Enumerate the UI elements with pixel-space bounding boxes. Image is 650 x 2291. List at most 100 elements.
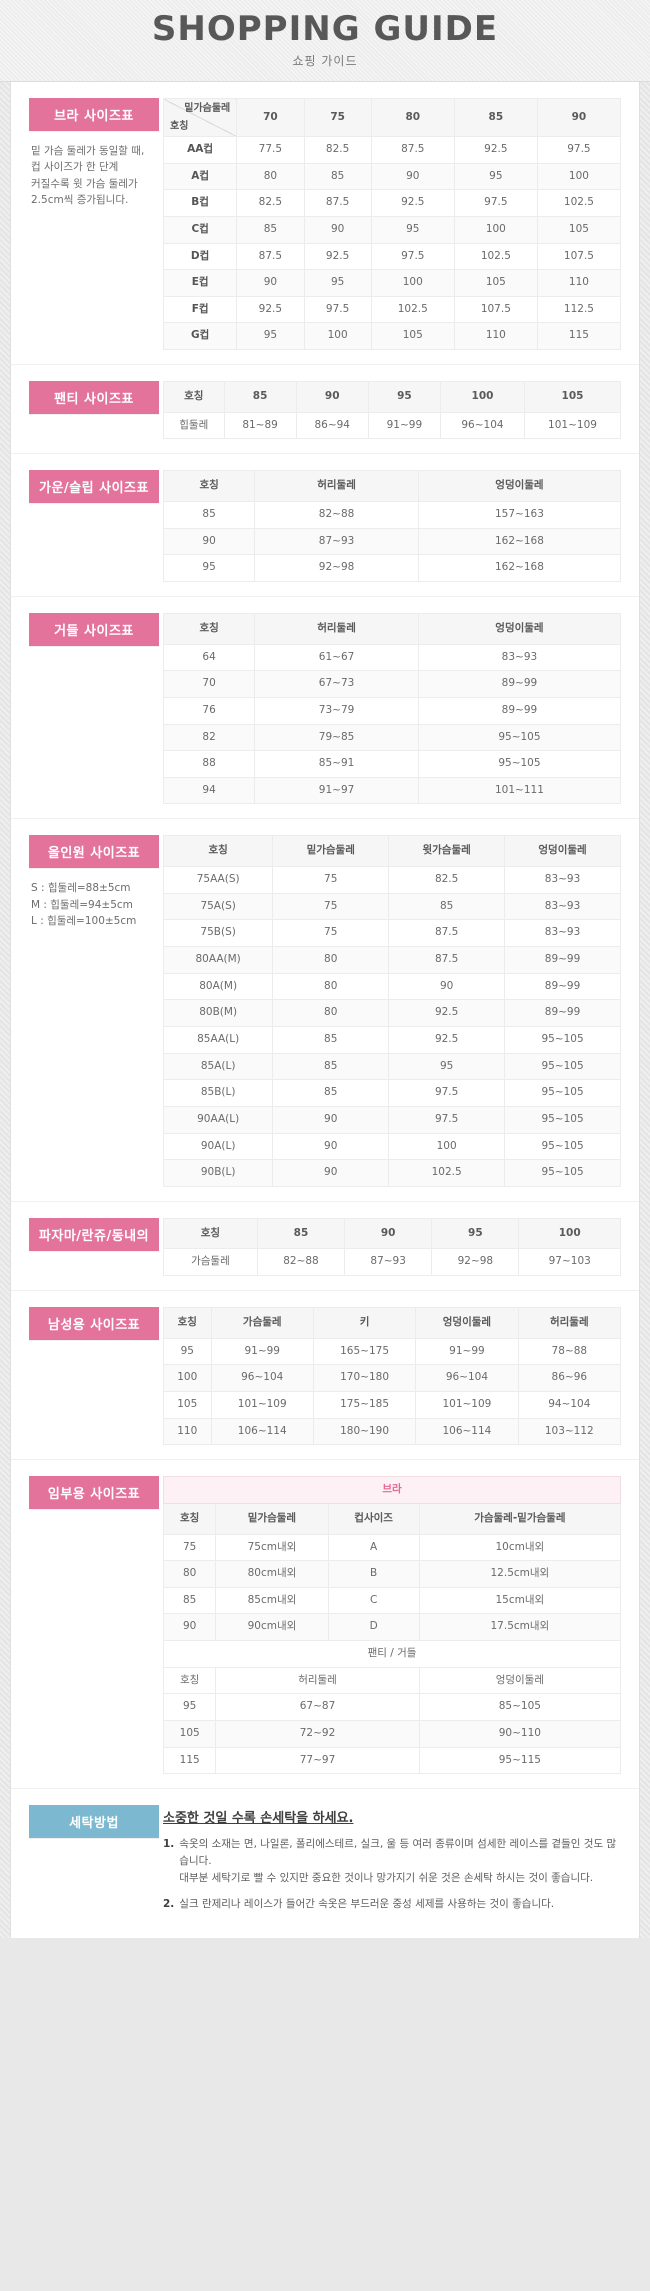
wash-line: 속옷의 소재는 면, 나일론, 폴리에스테르, 실크, 울 등 여러 종류이며 … [179, 1838, 617, 1868]
table-row: 75A(S) 75 85 83~93 [162, 892, 621, 921]
section-tag-allinone: 올인원 사이즈표 [29, 835, 159, 869]
cell: 80B(M) [162, 999, 274, 1027]
col-header: 95 [431, 1217, 520, 1250]
cell: 77.5 [236, 136, 305, 164]
bra-sidebar: 브라 사이즈표 밑 가슴 둘레가 동일할 때, 컵 사이즈가 한 단계 커질수록… [11, 98, 159, 350]
table-row: 90 90cm내외 D 17.5cm내외 [162, 1613, 622, 1642]
section-tag-wash: 세탁방법 [29, 1805, 159, 1839]
section-tag-panty: 팬티 사이즈표 [29, 381, 159, 415]
cell: 105 [370, 322, 455, 351]
col-header: 90 [295, 381, 369, 413]
cell: 180~190 [312, 1417, 417, 1446]
table-row: 85 85cm내외 C 15cm내외 [162, 1586, 622, 1615]
cell: 80 [162, 1560, 217, 1588]
gown-sidebar: 가운/슬립 사이즈표 [11, 470, 159, 582]
cell: 97.5 [453, 189, 538, 217]
cell: 83~93 [504, 919, 621, 948]
cell: 85~105 [418, 1693, 622, 1722]
col-header: 100 [518, 1217, 621, 1250]
cell: 89~99 [504, 999, 621, 1027]
cell: 94~104 [517, 1390, 622, 1419]
corner-header-bottom: 호칭 [170, 121, 189, 132]
maternity-table-wrap: 브라 호칭 밑가슴둘레 컵사이즈 가슴둘레-밑가슴둘레 75 75cm내외 [159, 1476, 639, 1775]
cell: 85 [272, 1025, 390, 1054]
wash-item: 2. 실크 란제리나 레이스가 들어간 속옷은 부드러운 중성 세제를 사용하는… [163, 1896, 621, 1913]
cell: 102.5 [453, 242, 538, 271]
col-header: 90 [536, 98, 622, 137]
table-header-row: 호칭 밑가슴둘레 컵사이즈 가슴둘레-밑가슴둘레 [162, 1502, 622, 1535]
cell: 80AA(M) [162, 946, 274, 974]
cell: 102.5 [388, 1159, 506, 1187]
mens-size-table: 호칭 가슴둘레 키 엉덩이둘레 허리둘레 95 91~99 165~175 91 [163, 1307, 622, 1446]
section-panty: 팬티 사이즈표 호칭 85 90 95 100 105 [11, 364, 639, 453]
cell: 95~105 [504, 1159, 621, 1187]
panty-table-wrap: 호칭 85 90 95 100 105 힙둘레 81~89 86~94 [159, 381, 639, 440]
col-header: 허리둘레 [254, 470, 419, 503]
cell: 100 [453, 215, 538, 244]
bra-note-line: 컵 사이즈가 한 단계 [31, 161, 119, 174]
cell: 105 [536, 215, 622, 244]
cell: 90B(L) [162, 1159, 274, 1187]
cell: 90 [370, 162, 455, 191]
gown-size-table: 호칭 허리둘레 엉덩이둘레 85 82~88 157~163 90 [162, 470, 622, 582]
table-row: AA컵 77.5 82.5 87.5 92.5 97.5 [162, 136, 622, 164]
section-bra: 브라 사이즈표 밑 가슴 둘레가 동일할 때, 컵 사이즈가 한 단계 커질수록… [11, 82, 639, 364]
cell: 92.5 [388, 1025, 506, 1054]
row-label: B컵 [162, 189, 238, 217]
table-row: 75B(S) 75 87.5 83~93 [162, 919, 621, 948]
cell: 85 [236, 215, 305, 244]
cell: 85AA(L) [162, 1025, 274, 1054]
cell: 95~105 [504, 1132, 621, 1161]
table-row: 75AA(S) 75 82.5 83~93 [162, 866, 621, 894]
table-row: 75 75cm내외 A 10cm내외 [162, 1533, 622, 1562]
table-row: E컵 90 95 100 105 110 [162, 269, 622, 297]
right-edge-texture [640, 82, 650, 1938]
allinone-note-line: L : 힙둘레=100±5cm [31, 914, 137, 927]
table-row: 76 73~79 89~99 [162, 696, 622, 725]
cell: 87~93 [344, 1248, 433, 1277]
cell: 67~87 [215, 1693, 420, 1722]
cell: 85 [388, 892, 506, 921]
cell: 92~98 [254, 554, 419, 582]
table-row: 100 96~104 170~180 96~104 86~96 [163, 1364, 622, 1392]
cell: 95 [370, 215, 455, 244]
cell: 97~103 [518, 1248, 621, 1277]
col-header: 75 [303, 98, 372, 137]
cell: 80A(M) [162, 972, 274, 1001]
cell: 95~105 [417, 723, 622, 752]
group-caption-row: 팬티 / 거들 [163, 1640, 621, 1668]
allinone-note-line: S : 힙둘레=88±5cm [31, 882, 131, 895]
cell: 15cm내외 [418, 1586, 622, 1615]
table-header-row: 밑가슴둘레 호칭 70 75 80 85 90 [162, 98, 622, 137]
cell: 96~104 [439, 411, 526, 440]
cell: 89~99 [504, 972, 621, 1001]
col-header: 엉덩이둘레 [415, 1307, 519, 1339]
cell: 103~112 [517, 1417, 622, 1446]
cell: 96~104 [210, 1364, 314, 1392]
cell: 95 [162, 554, 256, 582]
cell: 110 [536, 269, 622, 297]
cell: 75 [162, 1533, 217, 1562]
cell: 75 [272, 919, 390, 948]
cell: 95~115 [418, 1746, 622, 1775]
col-header: 허리둘레 [517, 1307, 622, 1339]
section-girdle: 거들 사이즈표 호칭 허리둘레 엉덩이둘레 64 61~67 [11, 595, 639, 818]
section-tag-bra: 브라 사이즈표 [29, 98, 159, 131]
cell: 87~93 [254, 527, 419, 556]
bra-table-wrap: 밑가슴둘레 호칭 70 75 80 85 90 AA컵 [159, 98, 639, 351]
cell: 79~85 [254, 723, 419, 752]
row-label: A컵 [162, 162, 238, 191]
cell: 110 [453, 322, 538, 351]
section-mens: 남성용 사이즈표 호칭 가슴둘레 키 엉덩이둘레 허리둘레 [11, 1290, 639, 1459]
table-row: 80AA(M) 80 87.5 89~99 [162, 946, 621, 974]
cell: 80 [272, 972, 390, 1001]
wash-sidebar: 세탁방법 [11, 1805, 159, 1921]
table-row: 가슴둘레 82~88 87~93 92~98 97~103 [163, 1248, 621, 1277]
wash-content: 소중한 것일 수록 손세탁을 하세요. 1. 속옷의 소재는 면, 나일론, 폴… [159, 1805, 639, 1921]
section-tag-mens: 남성용 사이즈표 [29, 1307, 159, 1341]
cell: 101~109 [524, 411, 621, 440]
section-tag-maternity: 임부용 사이즈표 [29, 1476, 159, 1510]
cell: 83~93 [504, 892, 621, 921]
col-header: 95 [367, 381, 441, 413]
cell: 86~94 [295, 411, 369, 440]
